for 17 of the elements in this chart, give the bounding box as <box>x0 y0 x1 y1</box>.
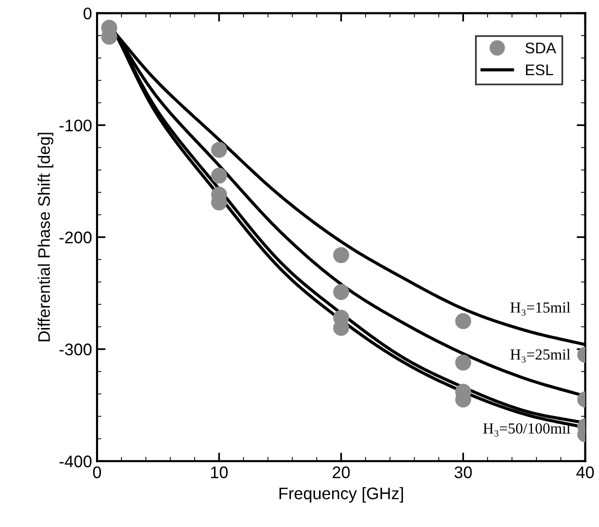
x-tick-label: 40 <box>576 466 594 478</box>
x-tick-label: 0 <box>93 466 102 478</box>
y-axis-title: Differential Phase Shift [deg] <box>38 132 54 342</box>
annotation: H₃=15mil <box>510 302 570 316</box>
y-tick-label: -100 <box>60 120 92 132</box>
annotation: H₃=25mil <box>510 348 570 363</box>
x-tick-label: 20 <box>332 466 350 478</box>
annotation: H₃=50/100mil <box>483 422 570 437</box>
y-tick-label: -400 <box>60 456 92 468</box>
x-axis-title: Frequency [GHz] <box>280 487 403 503</box>
y-tick-label: -300 <box>60 344 92 356</box>
legend-label: ESL <box>526 64 554 76</box>
y-tick-label: 0 <box>84 8 92 20</box>
x-tick-label: 30 <box>454 466 472 478</box>
y-tick-label: -200 <box>60 232 92 244</box>
legend-label: SDA <box>525 42 556 54</box>
x-tick-label: 10 <box>211 466 228 478</box>
